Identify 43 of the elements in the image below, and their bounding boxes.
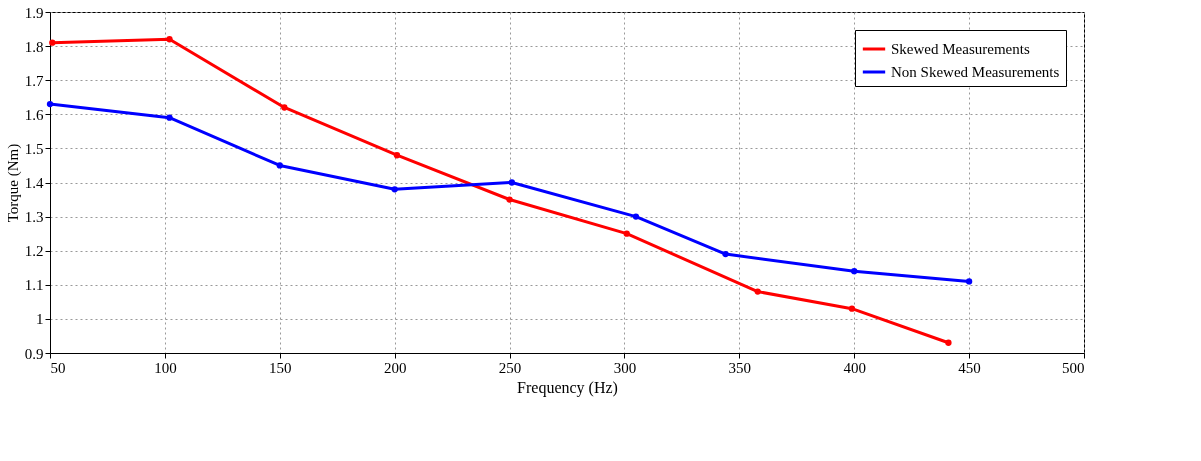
point — [506, 196, 513, 203]
x-tick-label: 400 — [843, 359, 866, 376]
x-tick-label: 250 — [498, 359, 522, 376]
y-tick-label: 1.8 — [24, 38, 44, 55]
y-tick-label: 1.4 — [24, 175, 44, 191]
point — [276, 162, 283, 169]
x-tick-label: 300 — [613, 359, 637, 376]
point — [391, 186, 398, 193]
x-tick-label: 500 — [1062, 359, 1085, 376]
point — [46, 100, 54, 108]
x-axis-title: Frequency (Hz) — [517, 378, 618, 397]
point — [848, 305, 856, 312]
x-tick-label: 100 — [154, 359, 177, 376]
y-tick-label: 1.5 — [24, 140, 44, 157]
x-tick-label: 50 — [50, 359, 66, 376]
point — [166, 36, 173, 43]
point — [281, 104, 288, 111]
point — [393, 152, 401, 159]
point — [965, 278, 973, 285]
y-tick-label: 1.7 — [24, 72, 44, 89]
point — [754, 288, 761, 295]
y-tick-label: 1.2 — [24, 243, 44, 260]
legend-label: Skewed Measurements — [891, 41, 1030, 57]
x-tick-label: 200 — [383, 359, 407, 376]
point — [508, 179, 516, 186]
point — [722, 250, 729, 258]
y-axis-title: Torque (Nm) — [4, 143, 22, 223]
point — [945, 339, 952, 346]
y-tick-label: 1.1 — [24, 277, 44, 294]
x-tick-label: 350 — [728, 359, 752, 376]
y-tick-label: 0.9 — [24, 345, 44, 362]
y-tick-label: 1.6 — [24, 106, 44, 123]
point — [623, 230, 630, 237]
x-tick-label: 150 — [269, 359, 292, 376]
point — [166, 114, 173, 121]
y-tick-label: 1.3 — [24, 209, 44, 226]
point — [632, 213, 640, 220]
point — [49, 39, 56, 46]
point — [851, 268, 858, 275]
x-tick-label: 450 — [958, 359, 981, 376]
y-tick-label: 1.9 — [24, 4, 44, 21]
legend-label: Non Skewed Measurements — [891, 64, 1060, 80]
y-tick-label: 1 — [36, 311, 44, 328]
